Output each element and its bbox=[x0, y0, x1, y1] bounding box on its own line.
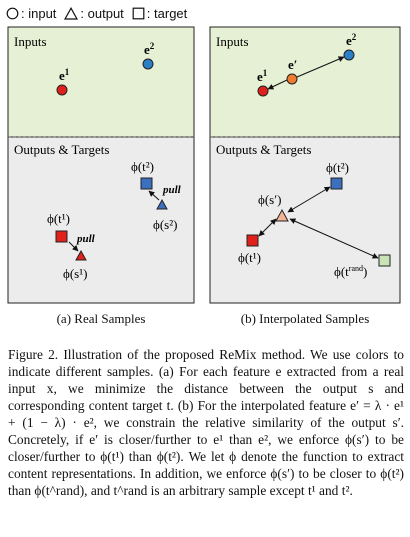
panel-b-e-prime-input bbox=[286, 73, 298, 85]
figure-caption-label: Figure 2. bbox=[8, 347, 59, 362]
panel-b-target-trand bbox=[378, 254, 391, 267]
panel-a: Inputs Outputs & Targets e1 e2 ϕ(t²) pul… bbox=[7, 26, 195, 304]
panel-b: Inputs Outputs & Targets e1 e′ e2 ϕ(t²) … bbox=[209, 26, 401, 304]
panel-a-outputs-label: Outputs & Targets bbox=[14, 142, 109, 157]
legend-target-label: : target bbox=[146, 5, 188, 21]
circle-icon bbox=[6, 7, 19, 19]
panel-b-interp-arrow-right bbox=[296, 56, 345, 78]
panel-b-arrow-s-to-trand bbox=[289, 218, 379, 259]
panel-b-arrow-s-to-t2 bbox=[287, 186, 331, 213]
figure-caption-text: Illustration of the proposed ReMix metho… bbox=[8, 347, 404, 498]
panel-b-e-prime-label: e′ bbox=[288, 57, 297, 72]
triangle-icon bbox=[64, 6, 79, 20]
panel-b-e1-input bbox=[257, 85, 269, 97]
legend-output: : output bbox=[64, 5, 124, 21]
panel-b-phi-trand-label: ϕ(trand) bbox=[334, 264, 367, 279]
panel-b-inputs-region bbox=[209, 26, 401, 138]
panel-a-pull-arrow-lower bbox=[68, 241, 79, 252]
panel-b-e2-input bbox=[343, 49, 355, 61]
panel-b-caption: (b) Interpolated Samples bbox=[240, 311, 370, 326]
panel-b-phi-t2-label: ϕ(t²) bbox=[326, 160, 349, 175]
panel-b-phi-t1-label: ϕ(t¹) bbox=[238, 250, 261, 265]
panel-a-pull-label-upper: pull bbox=[162, 184, 182, 196]
panel-a-output-s2 bbox=[156, 198, 168, 210]
panel-b-arrow-s-to-t1 bbox=[258, 218, 277, 237]
panel-a-inputs-label: Inputs bbox=[14, 34, 47, 49]
legend: : input : output : target bbox=[6, 2, 191, 24]
square-icon bbox=[132, 7, 145, 19]
panel-a-target-t2 bbox=[140, 177, 153, 190]
panel-a-output-s1 bbox=[75, 249, 87, 261]
panel-a-phi-s2-label: ϕ(s²) bbox=[153, 217, 177, 232]
panel-a-pull-label-lower: pull bbox=[76, 233, 96, 245]
legend-target: : target bbox=[132, 6, 187, 21]
panel-a-phi-s1-label: ϕ(s¹) bbox=[63, 266, 87, 281]
panel-b-outputs-label: Outputs & Targets bbox=[216, 142, 311, 157]
panel-b-target-t2 bbox=[330, 177, 343, 190]
panel-a-e2-label: e2 bbox=[144, 41, 155, 57]
panel-b-phi-s-prime-label: ϕ(s′) bbox=[258, 192, 281, 207]
panel-a-pull-arrow-upper bbox=[148, 190, 160, 201]
panel-a-inputs-region bbox=[7, 26, 195, 138]
legend-input-label: : input bbox=[21, 5, 57, 21]
panel-a-target-t1 bbox=[55, 230, 68, 243]
panel-b-e2-label: e2 bbox=[346, 32, 357, 48]
figure-caption: Figure 2. Illustration of the proposed R… bbox=[8, 346, 404, 499]
panel-b-outputs-region bbox=[209, 136, 401, 304]
panel-b-e1-label: e1 bbox=[257, 68, 268, 84]
legend-input: : input bbox=[6, 6, 56, 21]
figure-diagram: Inputs Outputs & Targets e1 e2 ϕ(t²) pul… bbox=[7, 26, 401, 304]
panel-a-e2-input bbox=[142, 58, 154, 70]
panel-b-target-t1 bbox=[246, 234, 259, 247]
panel-b-interp-arrow-left bbox=[267, 79, 288, 90]
panel-a-e1-input bbox=[56, 84, 68, 96]
panel-a-phi-t2-label: ϕ(t²) bbox=[131, 159, 154, 174]
legend-output-label: : output bbox=[80, 5, 124, 21]
panel-a-caption: (a) Real Samples bbox=[56, 311, 146, 326]
panel-b-output-s-prime bbox=[275, 208, 289, 222]
panel-a-e1-label: e1 bbox=[59, 67, 70, 83]
panel-a-outputs-region bbox=[7, 136, 195, 304]
panel-a-phi-t1-label: ϕ(t¹) bbox=[47, 211, 70, 226]
panel-b-inputs-label: Inputs bbox=[216, 34, 249, 49]
